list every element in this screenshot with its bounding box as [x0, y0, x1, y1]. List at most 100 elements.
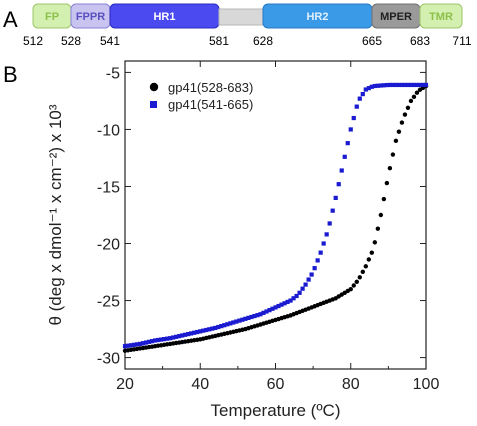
y-tick-label: -20: [97, 237, 120, 254]
data-point: [354, 279, 359, 285]
residue-position-label: 683: [410, 34, 430, 48]
data-point: [165, 336, 170, 341]
data-point: [237, 318, 242, 323]
data-point: [366, 257, 372, 262]
data-point: [396, 129, 402, 134]
data-point: [357, 96, 362, 101]
data-point: [387, 166, 393, 171]
data-point: [234, 319, 239, 324]
data-point: [186, 331, 191, 337]
data-point: [390, 82, 395, 88]
domain-map: FP FPPR HR1 HR2 MPER TMR: [32, 3, 463, 29]
domain-label-fp: FP: [45, 11, 59, 23]
data-point: [309, 272, 314, 277]
data-point: [131, 342, 137, 347]
domain-label-tmr: TMR: [429, 11, 453, 23]
data-point: [264, 309, 269, 314]
data-point: [303, 282, 308, 287]
panel-a-letter: A: [3, 7, 18, 32]
data-point: [210, 326, 215, 331]
data-point: [261, 310, 266, 315]
residue-position-label: 581: [209, 34, 229, 48]
data-point: [378, 212, 384, 218]
data-point: [381, 196, 387, 202]
data-point: [140, 341, 146, 346]
domain-label-fppr: FPPR: [76, 11, 105, 23]
data-point: [243, 316, 248, 321]
data-point: [279, 302, 284, 307]
data-point: [339, 168, 344, 173]
data-point: [396, 82, 402, 88]
legend: gp41(528-683) gp41(541-665): [149, 80, 253, 112]
data-point: [183, 332, 188, 337]
data-point: [327, 221, 332, 226]
data-point: [414, 90, 420, 95]
axis-ticks: 20 40 60 80 100 -5 -10 -15 -20 -25 -30: [97, 61, 440, 393]
legend-marker-series-1: [149, 82, 159, 92]
data-point: [228, 321, 233, 326]
data-point: [219, 324, 224, 329]
data-point: [249, 314, 254, 320]
data-point: [381, 83, 386, 88]
data-point: [225, 322, 230, 327]
data-point: [405, 105, 411, 110]
data-point: [321, 241, 326, 246]
data-point: [255, 313, 260, 318]
data-point: [267, 308, 272, 313]
residue-position-label: 528: [61, 34, 81, 48]
data-point: [180, 333, 185, 338]
domain-block-linker: [218, 8, 264, 26]
residue-position-label: 512: [23, 34, 43, 48]
data-point: [149, 339, 155, 344]
data-point: [357, 275, 362, 280]
data-point: [276, 303, 281, 309]
domain-label-hr1: HR1: [153, 11, 175, 23]
data-point: [348, 286, 353, 292]
panel-b-letter: B: [3, 62, 18, 87]
data-point: [372, 240, 378, 245]
data-point: [375, 226, 381, 231]
data-point: [402, 82, 408, 88]
data-point: [146, 339, 152, 344]
data-point: [216, 324, 221, 330]
y-tick-label: -5: [106, 65, 120, 82]
legend-label-series-1: gp41(528-683): [168, 80, 253, 95]
data-point: [156, 337, 161, 343]
chart-series: [122, 82, 429, 353]
data-point: [372, 83, 377, 89]
domain-label-mper: MPER: [380, 11, 412, 23]
data-point: [159, 337, 164, 342]
legend-label-series-2: gp41(541-665): [168, 97, 253, 112]
data-point: [363, 264, 368, 269]
data-point: [288, 298, 293, 303]
data-point: [390, 152, 396, 157]
data-point: [231, 320, 236, 325]
x-tick-label: 100: [413, 376, 440, 393]
data-point: [189, 331, 194, 336]
data-point: [318, 250, 323, 255]
data-point: [204, 327, 209, 333]
data-point: [411, 94, 417, 100]
data-point: [291, 296, 296, 301]
data-point: [369, 250, 375, 255]
data-point: [330, 208, 335, 213]
data-point: [282, 301, 287, 306]
data-point: [207, 327, 212, 332]
data-point: [402, 112, 408, 117]
data-point: [399, 120, 405, 125]
data-point: [354, 104, 359, 109]
data-point: [143, 340, 149, 345]
data-point: [198, 329, 203, 334]
data-point: [153, 338, 158, 343]
data-point: [384, 180, 390, 186]
data-point: [393, 82, 398, 88]
data-point: [300, 286, 305, 291]
data-point: [273, 305, 278, 310]
residue-position-label: 665: [362, 34, 382, 48]
data-point: [408, 98, 414, 104]
y-tick-label: -30: [97, 351, 120, 368]
data-point: [128, 343, 134, 348]
data-point: [417, 82, 423, 88]
residue-position-label: 541: [100, 34, 120, 48]
